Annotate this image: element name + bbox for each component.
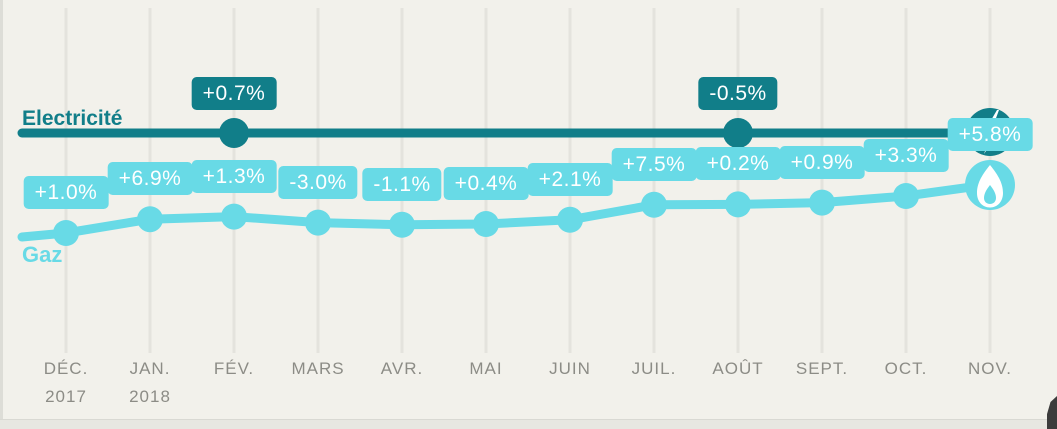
axis-month-label: DÉC. — [43, 359, 89, 378]
gas-value-label: +0.9% — [779, 145, 865, 179]
gas-data-point — [557, 206, 583, 233]
axis-month-label: NOV. — [967, 359, 1013, 378]
axis-month-label: JUIN — [549, 359, 591, 378]
gas-data-point — [641, 191, 667, 218]
gas-data-point — [473, 211, 499, 237]
axis-month-label: JAN. — [129, 359, 171, 378]
gas-data-point — [893, 183, 919, 209]
gas-value-label: +1.0% — [23, 176, 109, 209]
gas-data-point — [389, 211, 415, 238]
legend-gas-label: Gaz — [22, 242, 63, 267]
window-left-edge — [0, 0, 3, 429]
electricity-data-point — [219, 118, 249, 148]
window-bottom-bar — [0, 419, 1057, 429]
electricity-data-point — [723, 118, 753, 148]
axis-month-label: OCT. — [884, 359, 928, 378]
gas-value-label: -3.0% — [278, 165, 358, 199]
axis-month-label: MAI — [469, 359, 503, 378]
gas-value-label: +0.2% — [695, 147, 781, 181]
gas-data-point — [305, 209, 331, 236]
gas-data-point — [809, 189, 835, 216]
gas-data-point — [221, 203, 247, 230]
gas-data-point — [137, 206, 163, 233]
gas-value-label: +3.3% — [863, 139, 949, 172]
axis-year-label: 2017 — [45, 387, 87, 406]
gas-value-label: -1.1% — [362, 167, 442, 201]
gas-value-label: +6.9% — [107, 162, 193, 196]
gas-value-label: +5.8% — [947, 118, 1033, 151]
axis-month-label: FÉV. — [213, 359, 255, 378]
axis-month-label: AOÛT — [712, 359, 764, 378]
electricity-value-label: +0.7% — [191, 77, 277, 110]
axis-month-label: AVR. — [380, 359, 424, 378]
mouse-cursor-icon — [1047, 396, 1057, 429]
axis-month-label: SEPT. — [795, 359, 849, 378]
gas-value-label: +2.1% — [527, 162, 613, 196]
axis-month-label: JUIL. — [631, 359, 677, 378]
flame-icon — [977, 165, 1003, 208]
gas-value-label: +1.3% — [191, 159, 277, 193]
axis-year-label: 2018 — [129, 387, 171, 406]
gas-data-point — [725, 191, 751, 218]
electricity-value-label: -0.5% — [698, 77, 778, 110]
axis-month-label: MARS — [291, 359, 345, 378]
legend-electricity-label: Electricité — [22, 107, 123, 130]
gas-data-point — [53, 220, 79, 246]
gas-value-label: +0.4% — [443, 167, 529, 200]
gas-value-label: +7.5% — [611, 147, 697, 181]
